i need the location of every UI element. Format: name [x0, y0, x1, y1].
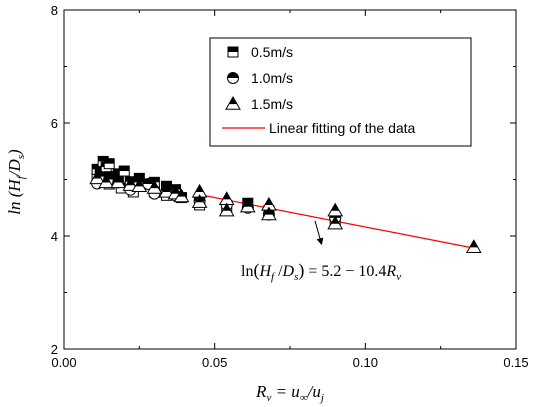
x-tick-label: 0.10 [353, 355, 378, 370]
marker-fill [93, 171, 102, 179]
data-point [465, 239, 482, 254]
data-point [118, 165, 130, 177]
legend-label: 0.5m/s [251, 44, 293, 60]
marker-fill [162, 184, 171, 193]
data-point [146, 179, 163, 194]
legend: 0.5m/s 1.0m/s 1.5m/s Linear fitting of the … [209, 37, 472, 147]
marker-fill [222, 192, 231, 200]
marker-fill [135, 179, 144, 187]
ticks-layer: 0.00 0.05 0.10 0.15 2 4 6 8 [51, 3, 529, 370]
marker-fill [222, 203, 231, 211]
marker-fill [264, 197, 273, 206]
marker-fill [114, 175, 123, 183]
marker-fill [142, 178, 154, 185]
marker-fill [243, 199, 252, 207]
marker-fill [171, 186, 180, 194]
marker-fill [98, 156, 109, 162]
data-point [103, 158, 115, 170]
marker-fill [104, 158, 115, 164]
data-point [110, 174, 127, 189]
marker-fill [228, 47, 238, 52]
data-point [218, 202, 235, 217]
marker-fill [195, 195, 204, 203]
marker-fill [150, 180, 159, 189]
legend-marker [227, 46, 239, 58]
y-axis-title: ln (Hf/Ds) [5, 149, 27, 215]
annotation-arrow [314, 220, 324, 246]
x-axis-title: Rv = u∞/uj [255, 382, 324, 404]
data-point [261, 206, 277, 221]
data-point [122, 177, 139, 191]
marker-fill [264, 207, 273, 215]
data-point [131, 178, 148, 193]
marker-fill [228, 97, 238, 105]
data-point [327, 202, 344, 217]
marker-fill [227, 72, 239, 78]
y-tick-label: 6 [51, 116, 58, 131]
marker-fill [113, 168, 124, 174]
marker-fill [177, 189, 186, 197]
x-tick-label: 0.15 [503, 355, 528, 370]
data-point [89, 170, 106, 185]
legend-label: Linear fitting of the data [269, 120, 416, 136]
marker-fill [95, 167, 106, 173]
legend-label: 1.0m/s [251, 70, 293, 86]
marker-fill [126, 178, 135, 186]
legend-marker [227, 72, 239, 84]
annotation-equation: ln(Hf /Ds) = 5.2 − 10.4Rv [241, 260, 401, 283]
legend-marker [225, 95, 241, 110]
marker-fill [134, 173, 145, 179]
marker-fill [92, 164, 103, 170]
data-point [191, 194, 208, 208]
marker-fill [195, 184, 204, 193]
marker-fill [149, 177, 160, 183]
y-tick-label: 2 [51, 342, 58, 357]
marker-fill [331, 203, 340, 211]
legend-label: 1.5m/s [251, 96, 293, 112]
x-tick-label: 0.05 [202, 355, 227, 370]
legend-items: 0.5m/s 1.0m/s 1.5m/s Linear fitting of the … [222, 44, 416, 136]
data-point [158, 183, 175, 198]
points-layer [89, 155, 482, 254]
x-tick-label: 0.00 [51, 355, 76, 370]
marker-fill [331, 216, 340, 224]
data-point [327, 215, 344, 230]
y-tick-label: 4 [51, 229, 58, 244]
data-point [173, 188, 190, 203]
marker-fill [119, 166, 130, 172]
y-tick-label: 8 [51, 3, 58, 18]
data-point [98, 174, 115, 189]
data-point [239, 198, 256, 213]
marker-fill [469, 240, 478, 248]
marker-fill [161, 181, 172, 187]
marker-fill [102, 175, 111, 183]
fit-annotation: ln(Hf /Ds) = 5.2 − 10.4Rv [241, 220, 401, 283]
